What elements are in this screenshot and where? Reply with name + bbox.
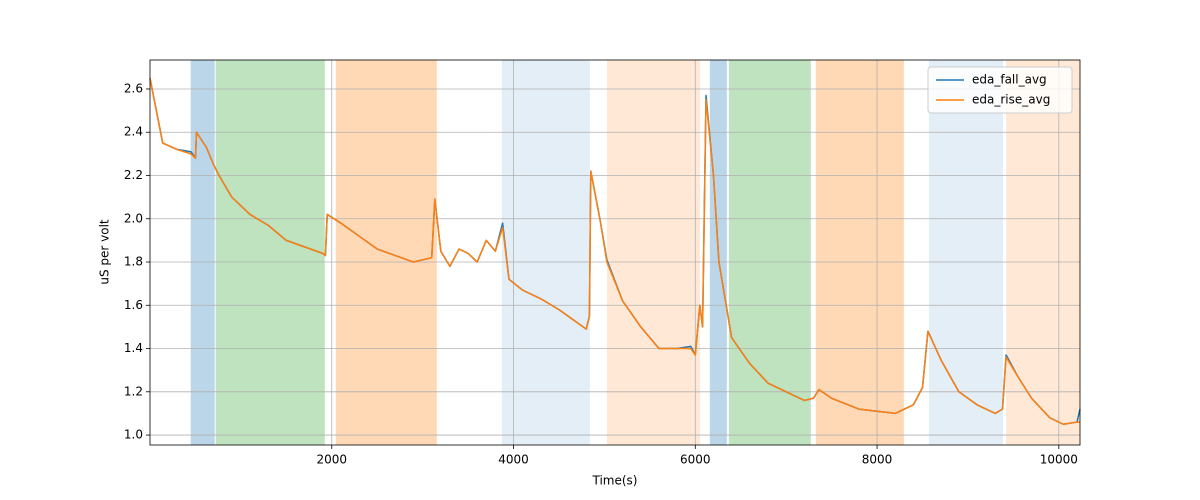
shaded-span [928,60,1004,445]
legend-box [927,66,1073,114]
data-line [149,78,1080,425]
x-tick-label: 10000 [1040,453,1078,467]
shaded-span [1006,60,1080,445]
axes-frame [149,59,1081,446]
shaded-span [501,60,590,445]
shaded-span [215,60,325,445]
y-axis-label: uS per volt [98,219,112,285]
y-tick-label: 2.2 [124,168,143,182]
x-tick-label: 8000 [862,453,893,467]
y-tick-label: 1.8 [124,255,143,269]
y-tick-label: 2.6 [124,81,143,95]
x-tick-label: 2000 [316,453,347,467]
x-tick-label: 6000 [680,453,711,467]
y-tick-label: 1.2 [124,384,143,398]
x-tick-label: 4000 [498,453,529,467]
shaded-span [606,60,700,445]
shaded-span [815,60,904,445]
x-axis-label: Time(s) [592,474,638,488]
shaded-span [190,60,215,445]
shaded-span [728,60,811,445]
y-tick-label: 1.0 [124,428,143,442]
y-tick-label: 1.6 [124,298,143,312]
y-tick-label: 1.4 [124,341,143,355]
y-tick-label: 2.4 [124,125,143,139]
legend-label: eda_rise_avg [972,93,1050,107]
y-tick-label: 2.0 [124,211,143,225]
legend-label: eda_fall_avg [972,73,1047,87]
